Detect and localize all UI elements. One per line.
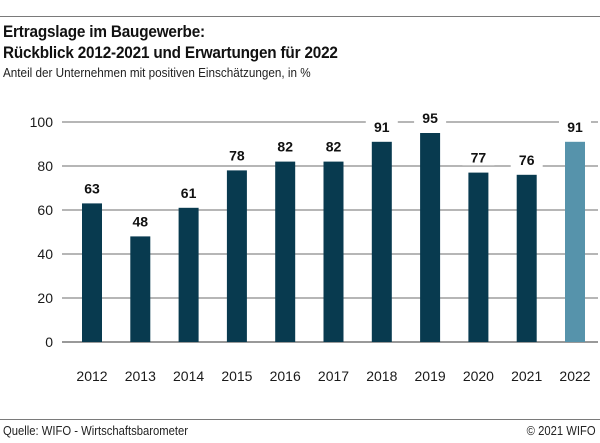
value-label-bg: [559, 116, 591, 135]
value-label-2017: 82: [326, 139, 342, 155]
bar-2022: [565, 141, 585, 342]
value-label-bg: [462, 147, 495, 166]
value-label-2021: 76: [519, 152, 535, 168]
top-rule: [0, 16, 600, 17]
y-tick-label: 60: [37, 202, 53, 218]
value-label-bg: [365, 116, 398, 135]
value-label-bg: [317, 136, 350, 155]
bar-2012: [82, 203, 102, 342]
source-note: Quelle: WIFO - Wirtschaftsbarometer: [3, 424, 189, 438]
y-tick-label: 20: [37, 290, 53, 306]
bar-2014: [178, 207, 199, 342]
value-label-2022: 91: [567, 119, 583, 135]
x-tick-label-2016: 2016: [270, 368, 301, 384]
bottom-rule: [0, 419, 600, 420]
value-label-bg: [172, 182, 205, 201]
value-label-bg: [220, 145, 253, 164]
x-tick-label-2022: 2022: [559, 368, 590, 384]
value-label-2019: 95: [422, 110, 438, 126]
y-axis-ticks: 0 20 40 60 80 100: [30, 114, 54, 350]
x-tick-label-2017: 2017: [318, 368, 349, 384]
value-label-bg: [510, 149, 543, 168]
x-tick-label-2015: 2015: [221, 368, 252, 384]
x-tick-label-2018: 2018: [366, 368, 397, 384]
value-label-2020: 77: [471, 150, 487, 166]
value-label-2015: 78: [229, 147, 245, 163]
y-tick-label: 100: [30, 114, 54, 130]
value-labels: 63 48 61 78 82 82 91 95 77 76 91: [76, 108, 591, 230]
value-label-2012: 63: [84, 180, 100, 196]
x-tick-label-2019: 2019: [415, 368, 446, 384]
y-tick-label: 40: [37, 246, 53, 262]
bar-2020: [468, 172, 489, 342]
bars: [82, 133, 585, 342]
bar-2015: [226, 170, 247, 342]
value-label-2018: 91: [374, 119, 390, 135]
value-label-bg: [269, 136, 302, 155]
bar-2017: [323, 161, 344, 342]
y-tick-label: 80: [37, 158, 53, 174]
bar-2021: [516, 174, 537, 342]
x-tick-label-2013: 2013: [125, 368, 156, 384]
bar-chart: 0 20 40 60 80 100 63 48 61 78 82 82 91 95 77 76 91 2012…: [30, 108, 598, 384]
copyright: © 2021 WIFO: [527, 424, 596, 438]
bar-2018: [371, 141, 392, 342]
x-tick-label-2014: 2014: [173, 368, 204, 384]
bar-2013: [130, 236, 151, 342]
bar-2016: [275, 161, 296, 342]
value-label-bg: [414, 108, 447, 126]
chart-subtitle: Anteil der Unternehmen mit positiven Ein…: [3, 65, 311, 80]
y-tick-label: 0: [45, 334, 53, 350]
value-label-2014: 61: [181, 185, 197, 201]
value-label-bg: [124, 211, 157, 230]
chart-title-line1: Ertragslage im Baugewerbe:: [3, 22, 205, 41]
x-tick-label-2020: 2020: [463, 368, 494, 384]
x-tick-label-2012: 2012: [76, 368, 107, 384]
x-axis-ticks: 2012 2013 2014 2015 2016 2017 2018 2019 2020 2021…: [76, 368, 590, 384]
x-tick-label-2021: 2021: [511, 368, 542, 384]
value-label-2016: 82: [277, 139, 293, 155]
bar-2019: [420, 133, 441, 342]
value-label-2013: 48: [133, 213, 149, 229]
chart-title-line2: Rückblick 2012-2021 und Erwartungen für …: [3, 43, 338, 62]
value-label-bg: [76, 178, 108, 197]
